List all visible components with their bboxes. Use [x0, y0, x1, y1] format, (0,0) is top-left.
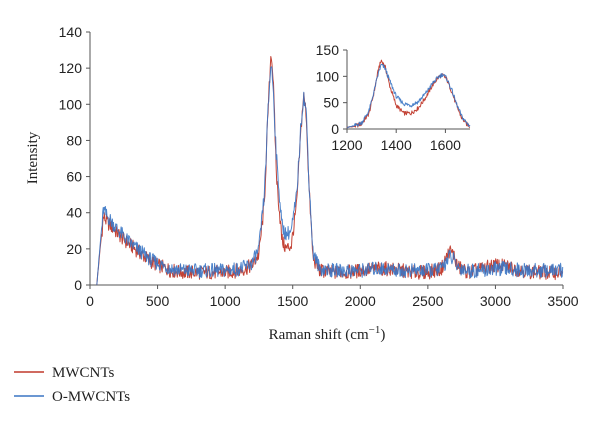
legend-label-o-mwcnts: O-MWCNTs — [52, 389, 130, 405]
main-x-tick-label: 1000 — [210, 293, 241, 309]
x-axis-title-suffix: ) — [380, 327, 385, 343]
main-y-tick-label: 140 — [59, 24, 83, 40]
main-x-tick-label: 500 — [146, 293, 170, 309]
inset-y-tick-label: 100 — [316, 68, 340, 84]
inset-plot: 0 50 100 150 1200 1400 1600 — [316, 42, 471, 153]
main-series-o-mwcnts — [96, 66, 564, 286]
inset-series-mwcnts — [346, 59, 471, 129]
main-y-tick-label: 80 — [66, 132, 82, 148]
inset-series-o-mwcnts — [346, 63, 471, 129]
inset-ticks: 0 50 100 150 1200 1400 1600 — [316, 42, 462, 153]
legend: MWCNTs O-MWCNTs — [14, 365, 130, 405]
main-x-tick-label: 3500 — [547, 293, 578, 309]
inset-x-tick-label: 1200 — [331, 137, 362, 153]
main-x-tick-label: 2000 — [345, 293, 376, 309]
x-axis-title-main: Raman shift (cm — [269, 327, 369, 343]
main-series-mwcnts — [96, 56, 564, 286]
main-series — [96, 56, 564, 286]
main-y-tick-label: 100 — [59, 96, 83, 112]
main-x-tick-label: 0 — [86, 293, 94, 309]
legend-label-mwcnts: MWCNTs — [52, 365, 114, 381]
main-y-tick-label: 40 — [66, 205, 82, 221]
inset-y-tick-label: 150 — [316, 42, 340, 58]
main-y-tick-label: 20 — [66, 241, 82, 257]
x-axis-title: Raman shift (cm−1) — [269, 324, 386, 343]
main-y-tick-label: 60 — [66, 169, 82, 185]
inset-x-tick-label: 1600 — [430, 137, 461, 153]
main-x-tick-label: 3000 — [480, 293, 511, 309]
inset-y-tick-label: 50 — [323, 95, 339, 111]
main-y-tick-label: 120 — [59, 60, 83, 76]
main-x-tick-label: 2500 — [412, 293, 443, 309]
inset-x-tick-label: 1400 — [381, 137, 412, 153]
y-axis-title: Intensity — [25, 131, 41, 184]
main-y-tick-label: 0 — [74, 277, 82, 293]
x-axis-title-sup: −1 — [369, 324, 381, 336]
inset-y-tick-label: 0 — [331, 121, 339, 137]
inset-series — [346, 59, 471, 129]
main-x-tick-label: 1500 — [277, 293, 308, 309]
